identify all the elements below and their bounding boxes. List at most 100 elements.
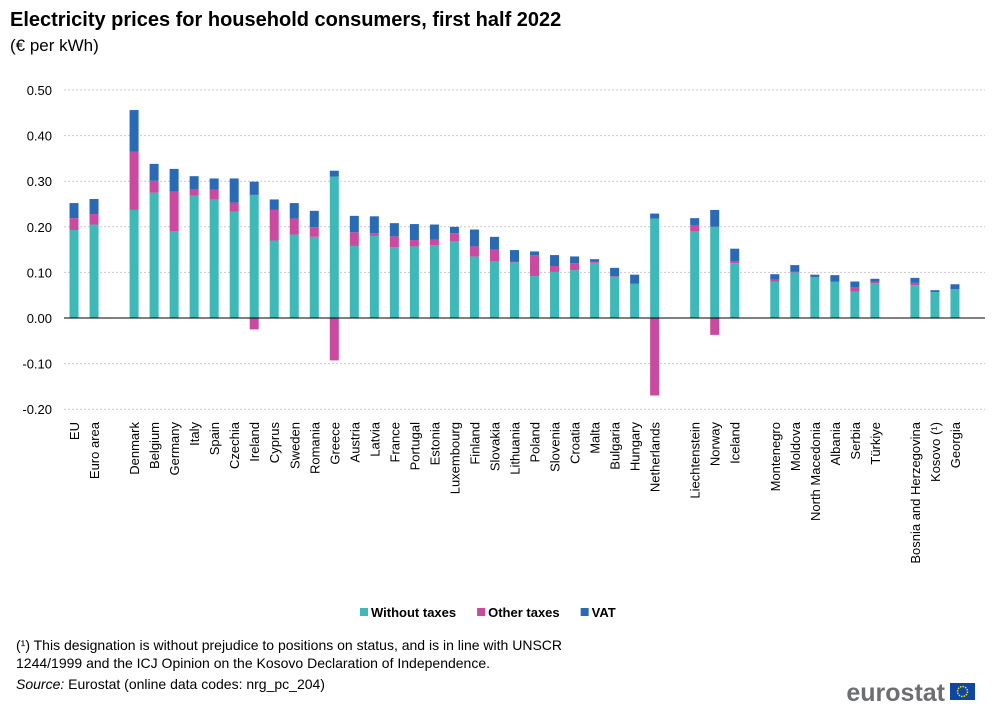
x-tick-label: France bbox=[387, 422, 402, 462]
bar-segment bbox=[69, 203, 79, 219]
x-tick-label: Poland bbox=[528, 422, 543, 462]
bar-segment bbox=[770, 279, 780, 282]
bar-segment bbox=[810, 276, 820, 318]
bar-segment bbox=[309, 236, 319, 318]
bar-segment bbox=[830, 281, 840, 318]
bar-segment bbox=[610, 267, 620, 277]
bar-segment bbox=[249, 318, 259, 330]
bar-segment bbox=[329, 176, 339, 318]
y-tick-label: 0.40 bbox=[27, 129, 52, 144]
x-tick-label: North Macedonia bbox=[808, 421, 823, 521]
bar-segment bbox=[209, 199, 219, 318]
bar-segment bbox=[730, 248, 740, 261]
x-tick-label: Belgium bbox=[147, 422, 162, 469]
bar-segment bbox=[229, 178, 239, 203]
y-tick-label: 0.20 bbox=[27, 220, 52, 235]
bar-segment bbox=[389, 236, 399, 248]
bar-segment bbox=[309, 210, 319, 228]
bar-segment bbox=[129, 209, 139, 318]
bar-segment bbox=[630, 283, 640, 318]
x-tick-label: Spain bbox=[207, 422, 222, 455]
bar-segment bbox=[930, 292, 940, 318]
bar-segment bbox=[169, 191, 179, 232]
x-tick-label: Ireland bbox=[247, 422, 262, 462]
logo-text: eurostat bbox=[846, 679, 945, 707]
bar-segment bbox=[710, 318, 720, 335]
legend-label: Without taxes bbox=[371, 605, 456, 620]
bar-segment bbox=[570, 270, 580, 318]
x-tick-label: Moldova bbox=[788, 421, 803, 471]
bar-segment bbox=[229, 211, 239, 318]
y-tick-label: 0.50 bbox=[27, 83, 52, 98]
x-tick-label: Finland bbox=[467, 422, 482, 465]
x-tick-label: Malta bbox=[588, 421, 603, 454]
bar-segment bbox=[910, 282, 920, 286]
x-tick-label: Norway bbox=[708, 422, 723, 467]
bar-segment bbox=[349, 215, 359, 233]
x-tick-label: Netherlands bbox=[648, 422, 663, 493]
bar-segment bbox=[850, 281, 860, 287]
bar-segment bbox=[189, 176, 199, 190]
bar-segment bbox=[530, 276, 540, 318]
bar-segment bbox=[790, 265, 800, 272]
bar-segment bbox=[289, 218, 299, 235]
x-tick-label: EU bbox=[67, 422, 82, 440]
x-tick-label: Italy bbox=[187, 422, 202, 446]
x-tick-label: Slovakia bbox=[487, 421, 502, 471]
bar-segment bbox=[329, 170, 339, 177]
source-text: Eurostat (online data codes: nrg_pc_204) bbox=[68, 676, 325, 692]
bar-segment bbox=[149, 163, 159, 181]
bar-segment bbox=[349, 245, 359, 318]
bar-segment bbox=[429, 224, 439, 240]
y-tick-label: -0.20 bbox=[22, 402, 52, 417]
bar-segment bbox=[530, 251, 540, 256]
footnote: (¹) This designation is without prejudic… bbox=[16, 637, 562, 653]
bar-segment bbox=[509, 262, 519, 318]
bar-segment bbox=[229, 202, 239, 212]
bar-segment bbox=[910, 285, 920, 318]
bar-segment bbox=[469, 229, 479, 247]
x-tick-label: Czechia bbox=[227, 421, 242, 469]
bar-segment bbox=[790, 271, 800, 273]
legend-swatch bbox=[360, 608, 368, 616]
bar-segment bbox=[89, 214, 99, 225]
bar-segment bbox=[590, 262, 600, 318]
x-tick-label: Luxembourg bbox=[447, 422, 462, 494]
bar-segment bbox=[329, 318, 339, 361]
x-tick-label: Greece bbox=[327, 422, 342, 465]
bar-segment bbox=[550, 271, 560, 318]
x-tick-label: Türkiye bbox=[868, 422, 883, 465]
bar-segment bbox=[830, 275, 840, 282]
bar-segment bbox=[369, 233, 379, 236]
bar-segment bbox=[790, 272, 800, 318]
flag-field bbox=[950, 683, 975, 700]
footnote-cont: 1244/1999 and the ICJ Opinion on the Kos… bbox=[16, 655, 490, 671]
bar-segment bbox=[770, 281, 780, 318]
x-tick-label: Georgia bbox=[948, 421, 963, 468]
bar-segment bbox=[169, 231, 179, 318]
x-tick-label: Kosovo (¹) bbox=[928, 422, 943, 482]
bar-segment bbox=[650, 218, 660, 318]
bar-segment bbox=[349, 232, 359, 246]
eu-flag bbox=[950, 683, 975, 700]
bar-segment bbox=[850, 286, 860, 292]
bar-segment bbox=[509, 250, 519, 262]
bar-segment bbox=[189, 189, 199, 196]
bar-segment bbox=[449, 241, 459, 318]
bar-segment bbox=[550, 255, 560, 267]
bar-segment bbox=[309, 227, 319, 237]
bar-segment bbox=[489, 236, 499, 250]
bar-segment bbox=[610, 276, 620, 318]
bar-segment bbox=[409, 240, 419, 247]
x-tick-label: Liechtenstein bbox=[688, 422, 703, 499]
bar-segment bbox=[269, 240, 279, 318]
bar-segment bbox=[850, 291, 860, 318]
legend-swatch bbox=[580, 608, 589, 616]
x-tick-label: Lithuania bbox=[507, 421, 522, 475]
bar-segment bbox=[690, 231, 700, 318]
bar-segment bbox=[369, 216, 379, 234]
bar-segment bbox=[429, 245, 439, 318]
bar-segment bbox=[630, 274, 640, 284]
bar-segment bbox=[690, 218, 700, 225]
